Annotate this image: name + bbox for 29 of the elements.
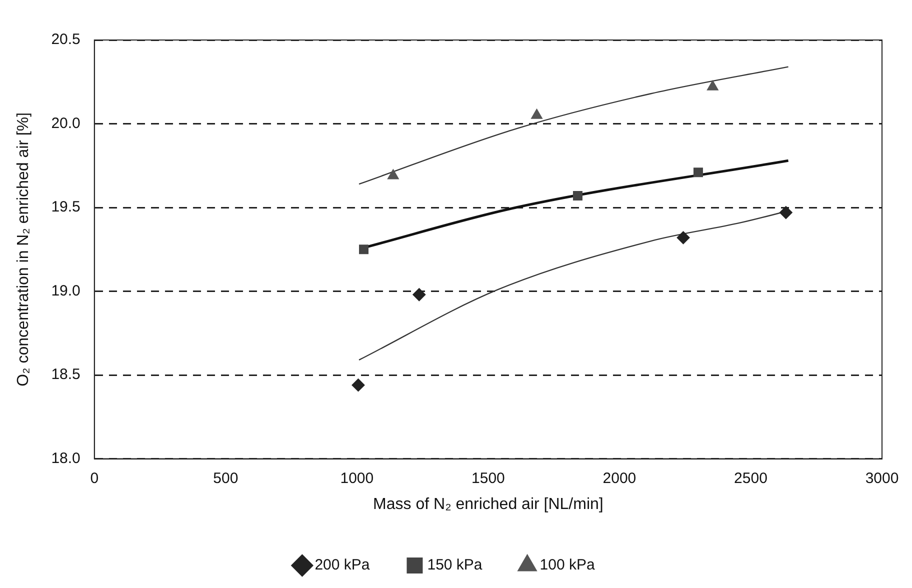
point	[572, 191, 582, 201]
point	[693, 168, 703, 178]
x-tick-label: 3000	[865, 470, 899, 487]
point	[706, 80, 718, 90]
y-tick-label: 18.0	[51, 450, 80, 467]
point	[676, 231, 690, 244]
x-tick-label: 1500	[472, 470, 505, 487]
y-axis-title: O₂ concentration in N₂ enriched air [%]	[15, 112, 32, 386]
legend-label: 200 kPa	[314, 556, 370, 574]
x-tick-label: 0	[90, 470, 99, 487]
point	[359, 244, 368, 254]
x-tick-label: 1000	[340, 470, 374, 487]
y-tick-label: 19.0	[51, 282, 80, 300]
legend-label: 100 kPa	[540, 556, 596, 574]
legend-label: 150 kPa	[427, 556, 483, 574]
point	[779, 206, 792, 220]
x-tick-label: 2500	[734, 470, 768, 487]
y-tick-label: 20.5	[51, 31, 80, 48]
point	[412, 288, 426, 302]
line-series	[358, 66, 789, 185]
point	[387, 169, 399, 180]
point	[531, 108, 542, 119]
y-tick-label: 18.5	[51, 366, 80, 384]
y-tick-label: 19.5	[51, 198, 80, 216]
point	[352, 378, 365, 392]
x-tick-label: 2000	[602, 470, 636, 487]
y-tick-label: 20.0	[51, 114, 80, 132]
x-axis-title: Mass of N₂ enriched air [NL/min]	[373, 496, 604, 513]
x-tick-label: 500	[213, 470, 238, 487]
